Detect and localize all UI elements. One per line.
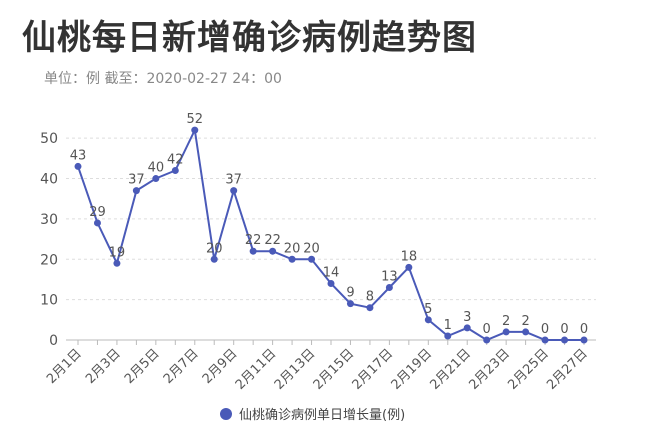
y-tick-label: 30: [40, 212, 58, 228]
data-point: [132, 187, 140, 195]
x-tick-label: 2月11日: [233, 346, 280, 393]
data-label: 22: [245, 233, 262, 248]
x-tick-label: 2月19日: [389, 346, 436, 393]
data-point: [171, 166, 179, 174]
data-label: 13: [381, 270, 398, 285]
data-point: [580, 336, 588, 344]
y-tick-label: 50: [40, 131, 58, 147]
x-tick-label: 2月21日: [428, 346, 475, 393]
data-point: [463, 324, 471, 332]
data-point: [405, 263, 413, 271]
data-label: 29: [89, 205, 106, 220]
x-tick-label: 2月17日: [350, 346, 397, 393]
data-label: 5: [424, 302, 432, 317]
y-tick-label: 0: [49, 333, 58, 349]
data-label: 37: [225, 173, 242, 188]
data-label: 0: [580, 322, 588, 337]
data-label: 22: [264, 233, 281, 248]
data-label: 20: [206, 241, 223, 256]
data-label: 20: [303, 241, 320, 256]
data-label: 2: [521, 314, 529, 329]
data-point: [210, 255, 218, 263]
data-label: 8: [366, 290, 374, 305]
data-label: 2: [502, 314, 510, 329]
data-label: 52: [186, 112, 203, 127]
chart-subtitle: 单位：例 截至：2020-02-27 24：00: [44, 71, 282, 87]
grid-lines: [66, 137, 596, 341]
data-point: [249, 247, 257, 255]
data-point: [424, 316, 432, 324]
data-label: 19: [109, 245, 126, 260]
data-label: 18: [401, 249, 418, 264]
legend[interactable]: 仙桃确诊病例单日增长量(例): [220, 404, 405, 423]
x-tick-label: 2月1日: [44, 346, 85, 387]
data-point: [522, 328, 530, 336]
data-label: 0: [560, 322, 568, 337]
data-point: [346, 300, 354, 308]
data-label: 42: [167, 152, 184, 167]
data-point: [541, 336, 549, 344]
data-point: [444, 332, 452, 340]
y-tick-label: 40: [40, 172, 58, 188]
legend-marker: [220, 407, 232, 420]
data-point: [288, 255, 296, 263]
data-point: [230, 187, 238, 195]
data-label: 9: [346, 286, 354, 301]
data-point: [366, 304, 374, 312]
data-point: [308, 255, 316, 263]
data-point: [385, 284, 393, 292]
data-label: 0: [483, 322, 491, 337]
x-tick-label: 2月7日: [161, 346, 202, 387]
data-point: [152, 175, 160, 183]
data-point: [327, 279, 335, 287]
data-label: 20: [284, 241, 301, 256]
data-point: [113, 259, 121, 267]
chart-title: 仙桃每日新增确诊病例趋势图: [22, 18, 477, 58]
data-label: 0: [541, 322, 549, 337]
x-tick-label: 2月13日: [272, 346, 319, 393]
legend-label: 仙桃确诊病例单日增长量(例): [239, 408, 406, 423]
x-tick-label: 2月23日: [466, 346, 513, 393]
data-point: [561, 336, 569, 344]
data-point: [269, 247, 277, 255]
x-axis: 2月1日2月3日2月5日2月7日2月9日2月11日2月13日2月15日2月17日…: [44, 340, 591, 393]
data-point: [191, 126, 199, 134]
data-point: [93, 219, 101, 227]
data-point: [502, 328, 510, 336]
x-tick-label: 2月27日: [544, 346, 591, 393]
data-point: [74, 162, 82, 170]
y-tick-label: 10: [40, 293, 58, 309]
data-label: 40: [148, 161, 165, 176]
data-label: 37: [128, 173, 145, 188]
x-tick-label: 2月3日: [83, 346, 124, 387]
x-tick-label: 2月25日: [505, 346, 552, 393]
y-axis: 0 10 20 30 40 50: [40, 131, 58, 349]
data-label: 14: [323, 265, 340, 280]
y-tick-label: 20: [40, 252, 58, 268]
data-label: 43: [70, 148, 87, 163]
data-point: [483, 336, 491, 344]
data-label: 3: [463, 310, 471, 325]
x-tick-label: 2月5日: [122, 346, 163, 387]
data-label: 1: [444, 318, 452, 333]
x-tick-label: 2月15日: [311, 346, 358, 393]
data-points: [74, 126, 588, 344]
